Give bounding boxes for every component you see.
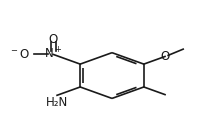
Text: $^-$O: $^-$O	[9, 48, 30, 61]
Text: O: O	[49, 33, 58, 46]
Text: N$^+$: N$^+$	[44, 47, 62, 62]
Text: H₂N: H₂N	[46, 96, 68, 109]
Text: O: O	[160, 50, 170, 63]
